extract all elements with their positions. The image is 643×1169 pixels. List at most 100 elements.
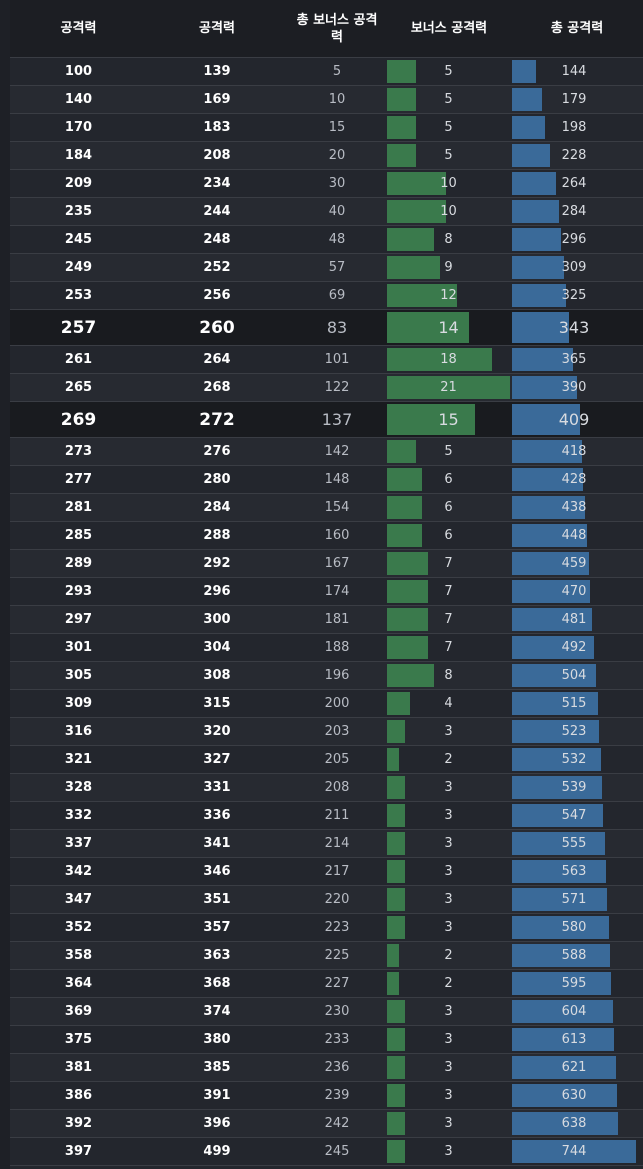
header-attack[interactable]: 공격력 <box>60 21 97 36</box>
cell-bonus: 3 <box>444 1144 453 1159</box>
cell-bonus: 3 <box>444 808 453 823</box>
cell-total: 532 <box>561 752 587 767</box>
cell-attack-2: 391 <box>203 1088 231 1103</box>
bonus-bar <box>387 524 422 547</box>
cell-attack: 364 <box>64 976 93 991</box>
bonus-bar <box>387 116 416 139</box>
bonus-bar <box>387 376 510 399</box>
cell-total: 228 <box>561 148 587 163</box>
cell-attack-2: 288 <box>203 528 231 543</box>
cell-bonus: 6 <box>444 472 453 487</box>
cell-attack: 386 <box>64 1088 93 1103</box>
cell-total-bonus: 208 <box>324 780 350 795</box>
total-bar <box>512 720 599 743</box>
cell-total-bonus: 5 <box>332 64 342 79</box>
cell-total: 309 <box>561 260 587 275</box>
cell-bonus: 15 <box>438 410 459 429</box>
cell-total-bonus: 142 <box>324 444 350 459</box>
cell-bonus: 7 <box>444 640 453 655</box>
cell-total: 481 <box>561 612 587 627</box>
header-attack-2[interactable]: 공격력 <box>199 21 235 36</box>
cell-bonus: 3 <box>444 1116 453 1131</box>
table-row: 352 357 223 3 580 <box>10 914 643 942</box>
cell-attack: 337 <box>64 836 93 851</box>
total-bar <box>512 524 587 547</box>
cell-bonus: 2 <box>444 976 453 991</box>
table-row: 265 268 122 21 390 <box>10 374 643 402</box>
cell-total-bonus: 227 <box>324 976 350 991</box>
cell-total: 418 <box>561 444 587 459</box>
total-bar <box>512 256 564 279</box>
cell-bonus: 3 <box>444 780 453 795</box>
cell-total-bonus: 225 <box>324 948 350 963</box>
table-row: 358 363 225 2 588 <box>10 942 643 970</box>
cell-bonus: 12 <box>440 288 457 303</box>
total-bar <box>512 404 580 435</box>
cell-attack-2: 280 <box>203 472 231 487</box>
cell-attack: 245 <box>64 232 93 247</box>
cell-attack: 170 <box>64 120 93 135</box>
cell-total-bonus: 245 <box>324 1144 350 1159</box>
table-row: 293 296 174 7 470 <box>10 578 643 606</box>
cell-attack: 309 <box>64 696 93 711</box>
cell-total-bonus: 137 <box>321 410 353 429</box>
cell-attack: 375 <box>64 1032 93 1047</box>
table-row: 269 272 137 15 409 <box>10 402 643 438</box>
table-header: 공격력 공격력 총 보너스 공격 력 보너스 공격력 총 공격력 <box>10 0 643 58</box>
cell-bonus: 21 <box>440 380 457 395</box>
table-row: 245 248 48 8 296 <box>10 226 643 254</box>
cell-attack: 285 <box>64 528 93 543</box>
table-row: 321 327 205 2 532 <box>10 746 643 774</box>
cell-total-bonus: 160 <box>324 528 350 543</box>
cell-bonus: 5 <box>444 92 453 107</box>
total-bar <box>512 832 605 855</box>
table-row: 289 292 167 7 459 <box>10 550 643 578</box>
cell-total: 613 <box>561 1032 587 1047</box>
cell-bonus: 8 <box>444 232 453 247</box>
bonus-bar <box>387 1028 405 1051</box>
cell-total: 595 <box>561 976 587 991</box>
cell-attack: 328 <box>64 780 93 795</box>
bonus-bar <box>387 860 405 883</box>
table-row: 209 234 30 10 264 <box>10 170 643 198</box>
cell-bonus: 4 <box>444 696 453 711</box>
cell-attack-2: 252 <box>203 260 231 275</box>
total-bar <box>512 860 606 883</box>
cell-attack-2: 208 <box>203 148 231 163</box>
total-bar <box>512 664 596 687</box>
header-bonus-attack[interactable]: 보너스 공격력 <box>410 21 488 36</box>
cell-bonus: 8 <box>444 668 453 683</box>
total-bar <box>512 972 611 995</box>
cell-total-bonus: 30 <box>328 176 346 191</box>
cell-attack: 289 <box>64 556 93 571</box>
cell-total: 365 <box>561 352 587 367</box>
bonus-bar <box>387 88 416 111</box>
total-bar <box>512 748 601 771</box>
bonus-bar <box>387 468 422 491</box>
total-bar <box>512 776 602 799</box>
cell-attack-2: 357 <box>203 920 231 935</box>
cell-attack-2: 256 <box>203 288 231 303</box>
cell-total: 504 <box>561 668 587 683</box>
cell-total: 470 <box>561 584 587 599</box>
bonus-bar <box>387 580 428 603</box>
cell-attack-2: 276 <box>203 444 231 459</box>
cell-bonus: 3 <box>444 724 453 739</box>
cell-attack: 321 <box>64 752 93 767</box>
bonus-bar <box>387 916 405 939</box>
total-bar <box>512 608 592 631</box>
cell-attack-2: 499 <box>203 1144 231 1159</box>
cell-attack: 253 <box>64 288 93 303</box>
total-bar <box>512 1112 618 1135</box>
cell-attack-2: 385 <box>203 1060 231 1075</box>
cell-total: 621 <box>561 1060 587 1075</box>
cell-total-bonus: 154 <box>324 500 350 515</box>
cell-attack-2: 300 <box>203 612 231 627</box>
cell-attack-2: 380 <box>203 1032 231 1047</box>
header-total-attack[interactable]: 총 공격력 <box>550 21 604 36</box>
header-total-bonus-attack[interactable]: 총 보너스 공격 력 <box>296 12 378 45</box>
cell-attack: 305 <box>64 668 93 683</box>
cell-bonus: 5 <box>444 148 453 163</box>
cell-total-bonus: 10 <box>328 92 346 107</box>
cell-attack-2: 351 <box>203 892 231 907</box>
